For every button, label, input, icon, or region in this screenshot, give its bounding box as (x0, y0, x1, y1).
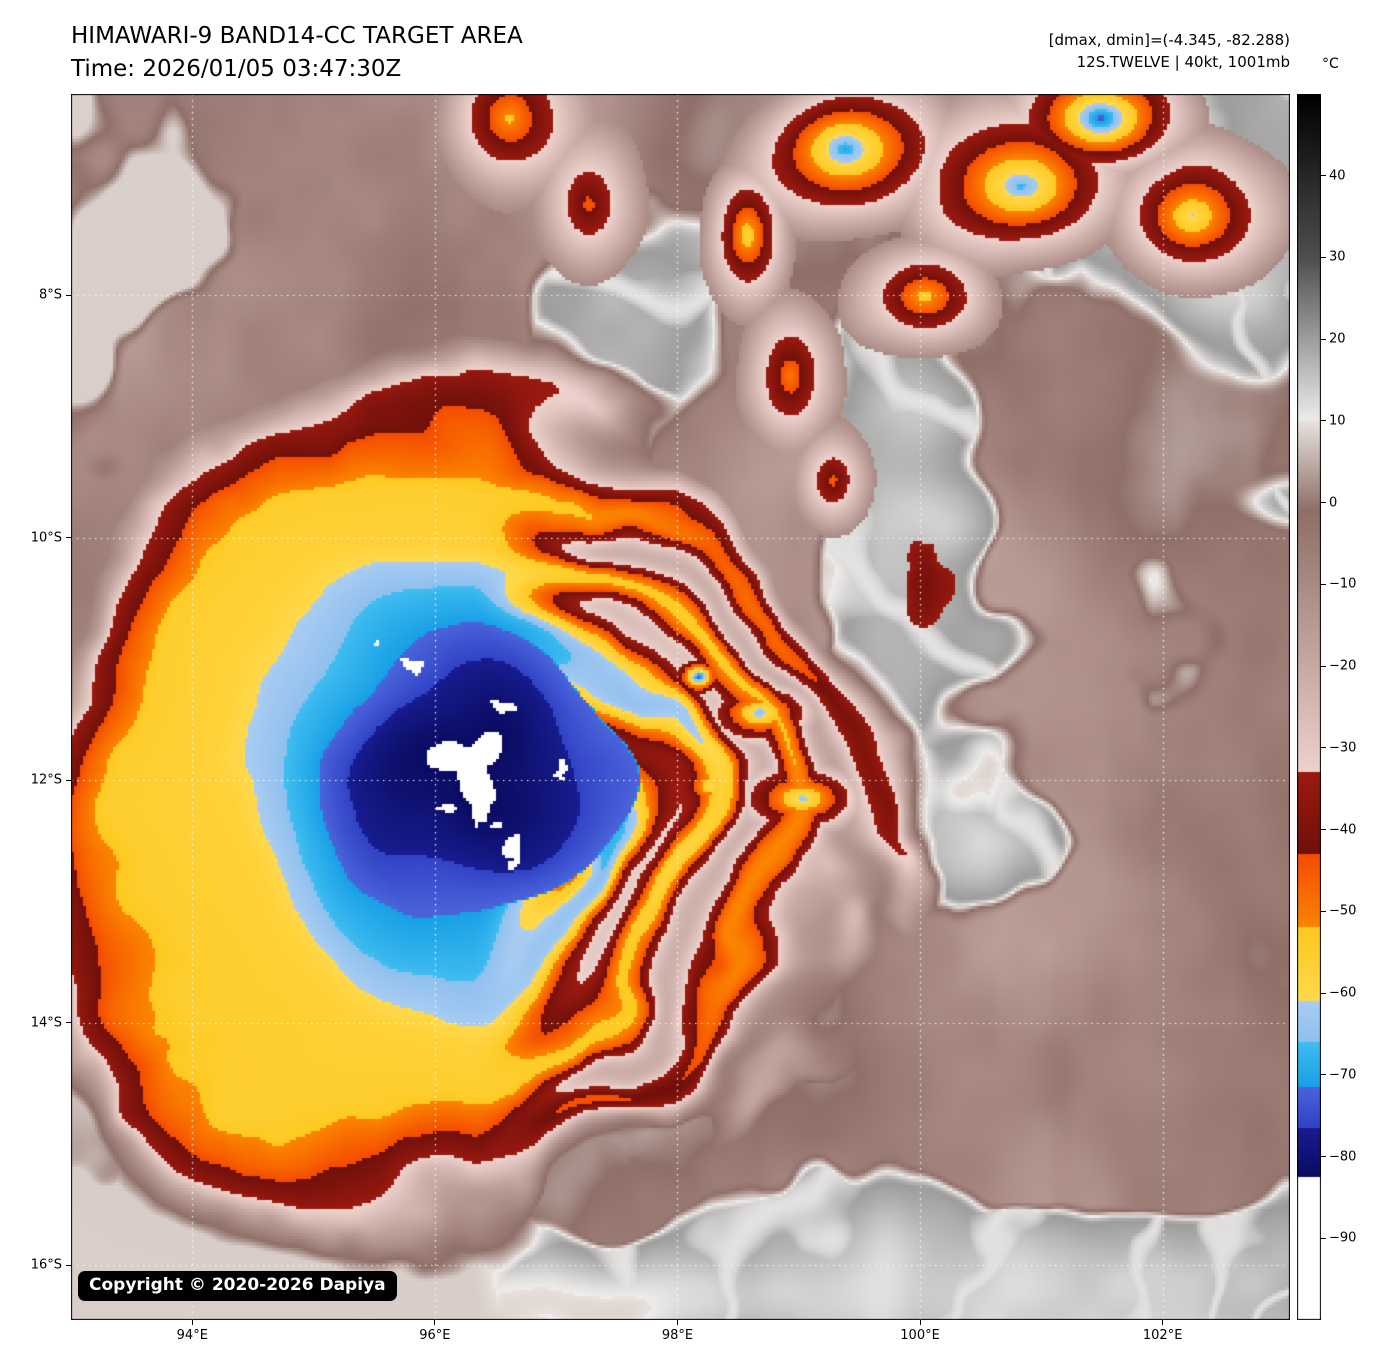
plot-timestamp: Time: 2026/01/05 03:47:30Z (71, 56, 402, 82)
colorbar-tick-mark (1321, 665, 1326, 667)
colorbar-tick-label: −40 (1329, 822, 1357, 838)
colorbar-tick-mark (1321, 829, 1326, 831)
colorbar-tick-mark (1321, 992, 1326, 994)
satellite-image (71, 94, 1290, 1320)
colorbar-tick-mark (1321, 1074, 1326, 1076)
colorbar-tick-mark (1321, 910, 1326, 912)
lat-tick-label: 16°S (30, 1257, 62, 1273)
copyright-badge: Copyright © 2020-2026 Dapiya (78, 1271, 397, 1301)
colorbar-tick-label: −60 (1329, 985, 1357, 1001)
colorbar-tick-label: −70 (1329, 1067, 1357, 1083)
colorbar-unit-label: °C (1322, 56, 1339, 72)
lon-tick-mark (434, 1320, 436, 1325)
lon-tick-label: 94°E (176, 1328, 208, 1343)
colorbar-tick-label: 0 (1329, 495, 1338, 511)
colorbar-tick-label: 40 (1329, 168, 1346, 184)
colorbar-tick-label: −50 (1329, 903, 1357, 919)
lon-tick-label: 96°E (419, 1328, 451, 1343)
lat-tick-label: 12°S (30, 772, 62, 788)
colorbar-tick-label: −30 (1329, 740, 1357, 756)
colorbar-tick-mark (1321, 175, 1326, 177)
lon-tick-mark (919, 1320, 921, 1325)
colorbar-tick-mark (1321, 420, 1326, 422)
storm-info-readout: 12S.TWELVE | 40kt, 1001mb (1076, 53, 1290, 71)
plot-title: HIMAWARI-9 BAND14-CC TARGET AREA (71, 23, 523, 49)
lat-tick-label: 14°S (30, 1015, 62, 1031)
colorbar (1297, 94, 1321, 1320)
lon-tick-mark (191, 1320, 193, 1325)
colorbar-tick-mark (1321, 1237, 1326, 1239)
lat-tick-label: 10°S (30, 530, 62, 546)
lon-tick-label: 102°E (1142, 1328, 1183, 1343)
colorbar-tick-label: −10 (1329, 576, 1357, 592)
colorbar-tick-label: 10 (1329, 413, 1346, 429)
lon-tick-label: 100°E (900, 1328, 940, 1343)
colorbar-tick-label: 30 (1329, 249, 1346, 265)
lat-tick-label: 8°S (38, 287, 62, 303)
colorbar-tick-mark (1321, 583, 1326, 585)
colorbar-tick-mark (1321, 256, 1326, 258)
dmax-dmin-readout: [dmax, dmin]=(-4.345, -82.288) (1048, 31, 1290, 49)
colorbar-tick-label: −80 (1329, 1149, 1357, 1165)
colorbar-tick-mark (1321, 747, 1326, 749)
colorbar-tick-mark (1321, 502, 1326, 504)
colorbar-tick-label: 20 (1329, 331, 1346, 347)
colorbar-tick-label: −20 (1329, 658, 1357, 674)
colorbar-tick-mark (1321, 1156, 1326, 1158)
lon-tick-mark (676, 1320, 678, 1325)
info-block: [dmax, dmin]=(-4.345, -82.288) 12S.TWELV… (1049, 29, 1290, 73)
lon-tick-mark (1162, 1320, 1164, 1325)
title-block: HIMAWARI-9 BAND14-CC TARGET AREA Time: 2… (71, 20, 523, 86)
lon-tick-label: 98°E (661, 1328, 694, 1343)
colorbar-tick-mark (1321, 338, 1326, 340)
colorbar-tick-label: −90 (1329, 1230, 1357, 1246)
